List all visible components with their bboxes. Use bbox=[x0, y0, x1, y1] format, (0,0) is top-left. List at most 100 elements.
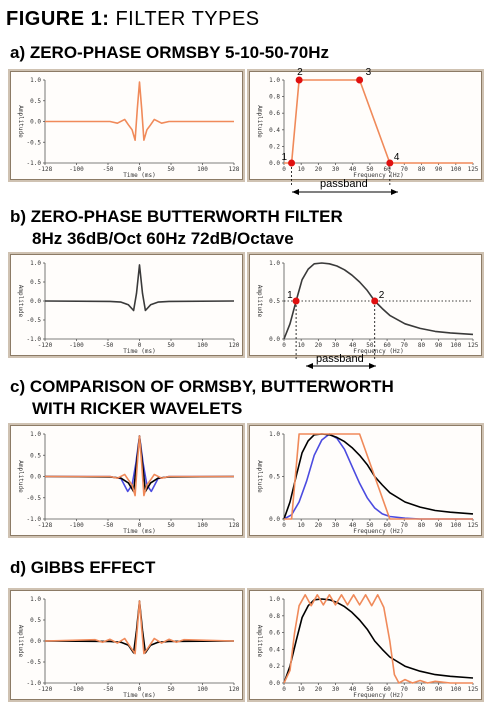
series-line-dark bbox=[44, 264, 235, 312]
y-tick-label: -1.0 bbox=[27, 680, 42, 687]
x-tick-label: -50 bbox=[103, 166, 114, 173]
x-tick-label: 40 bbox=[349, 166, 357, 173]
x-tick-label: -50 bbox=[103, 522, 114, 529]
x-tick-label: 0 bbox=[138, 342, 142, 349]
y-tick-label: 1.0 bbox=[269, 431, 280, 438]
y-tick-label: 0.8 bbox=[269, 613, 280, 620]
y-tick-label: 1.0 bbox=[30, 596, 41, 603]
x-tick-label: 50 bbox=[366, 522, 374, 529]
x-tick-label: -100 bbox=[69, 166, 84, 173]
x-tick-label: 80 bbox=[418, 342, 426, 349]
x-tick-label: 70 bbox=[401, 342, 409, 349]
y-tick-label: 0.5 bbox=[30, 452, 41, 459]
x-tick-label: 30 bbox=[332, 166, 340, 173]
x-tick-label: 70 bbox=[401, 522, 409, 529]
x-tick-label: 10 bbox=[298, 686, 306, 693]
x-tick-label: 70 bbox=[401, 166, 409, 173]
y-tick-label: 0.0 bbox=[30, 474, 41, 481]
figure-title: FIGURE 1: FILTER TYPES bbox=[6, 8, 260, 30]
corner-point-1 bbox=[288, 159, 296, 167]
series-line-orange bbox=[44, 600, 235, 655]
series-line-orange bbox=[45, 435, 234, 497]
x-tick-label: 50 bbox=[167, 342, 175, 349]
x-tick-label: 80 bbox=[418, 686, 426, 693]
y-tick-label: 0.2 bbox=[269, 663, 280, 670]
x-tick-label: 80 bbox=[418, 166, 426, 173]
y-tick-label: 0.0 bbox=[30, 638, 41, 645]
y-tick-label: 0.0 bbox=[269, 160, 280, 167]
x-tick-label: 40 bbox=[349, 522, 357, 529]
x-tick-label: 125 bbox=[468, 522, 479, 529]
x-tick-label: 40 bbox=[349, 342, 357, 349]
y-axis-label: Amplitude bbox=[256, 285, 263, 318]
section-d-heading: d) GIBBS EFFECT bbox=[10, 558, 156, 577]
x-tick-label: 40 bbox=[349, 686, 357, 693]
x-tick-label: 50 bbox=[167, 686, 175, 693]
x-tick-label: 0 bbox=[138, 166, 142, 173]
y-axis-label: Amplitude bbox=[17, 105, 24, 138]
chart-d-freq: 1.0 0.8 0.6 0.4 0.2 0.0 0 10 20 30 40 50 60 70 80 90 100… bbox=[249, 590, 482, 700]
x-tick-label: 30 bbox=[332, 686, 340, 693]
x-axis-label: Frequency (Hz) bbox=[353, 528, 404, 535]
x-tick-label: 100 bbox=[197, 686, 208, 693]
x-tick-label: -50 bbox=[103, 342, 114, 349]
x-tick-label: 30 bbox=[332, 522, 340, 529]
x-tick-label: -100 bbox=[69, 686, 84, 693]
section-c-heading: c) COMPARISON OF ORMSBY, BUTTERWORTH bbox=[10, 377, 394, 396]
x-tick-label: 90 bbox=[435, 342, 443, 349]
y-tick-label: -1.0 bbox=[27, 160, 42, 167]
x-tick-label: -100 bbox=[69, 342, 84, 349]
x-tick-label: 90 bbox=[435, 166, 443, 173]
x-tick-label: 10 bbox=[298, 522, 306, 529]
x-tick-label: 0 bbox=[282, 166, 286, 173]
x-tick-label: 80 bbox=[418, 522, 426, 529]
y-tick-label: -1.0 bbox=[27, 336, 42, 343]
x-tick-label: -50 bbox=[103, 686, 114, 693]
x-tick-label: 50 bbox=[366, 686, 374, 693]
y-tick-label: 0.5 bbox=[269, 298, 280, 305]
corner-point-label: 3 bbox=[366, 67, 372, 78]
y-axis-label: Amplitude bbox=[256, 460, 263, 493]
y-tick-label: 0.8 bbox=[269, 94, 280, 101]
x-tick-label: 125 bbox=[468, 342, 479, 349]
x-tick-label: 0 bbox=[282, 522, 286, 529]
series-line-black bbox=[283, 598, 474, 684]
x-tick-label: 50 bbox=[366, 342, 374, 349]
y-tick-label: -0.5 bbox=[27, 495, 42, 502]
y-tick-label: 0.0 bbox=[30, 298, 41, 305]
x-axis-label: Frequency (Hz) bbox=[353, 172, 404, 179]
x-tick-label: 0 bbox=[282, 342, 286, 349]
corner-point-4 bbox=[386, 159, 394, 167]
y-tick-label: -0.5 bbox=[27, 139, 42, 146]
x-tick-label: 120 bbox=[229, 686, 240, 693]
x-tick-label: 90 bbox=[435, 522, 443, 529]
series-line-orange bbox=[284, 79, 473, 164]
x-tick-label: 90 bbox=[435, 686, 443, 693]
x-tick-label: 100 bbox=[450, 342, 461, 349]
y-tick-label: 0.0 bbox=[30, 119, 41, 126]
x-tick-label: 60 bbox=[383, 522, 391, 529]
x-tick-label: 50 bbox=[167, 522, 175, 529]
section-b-subheading: 8Hz 36dB/Oct 60Hz 72dB/Octave bbox=[32, 229, 294, 248]
x-tick-label: 0 bbox=[282, 686, 286, 693]
x-tick-label: 100 bbox=[450, 522, 461, 529]
chart-a-freq: 1.0 0.8 0.6 0.4 0.2 0.0 0 10 20 30 40 50 60 70 80 90 100… bbox=[249, 67, 482, 185]
y-axis-label: Amplitude bbox=[17, 285, 24, 318]
y-tick-label: 1.0 bbox=[269, 77, 280, 84]
y-tick-label: 1.0 bbox=[30, 77, 41, 84]
section-b-heading: b) ZERO-PHASE BUTTERWORTH FILTER bbox=[10, 207, 343, 226]
series-line-orange bbox=[45, 81, 234, 141]
y-tick-label: 1.0 bbox=[269, 260, 280, 267]
y-axis-label: Amplitude bbox=[256, 625, 263, 658]
x-tick-label: 60 bbox=[383, 686, 391, 693]
corner-point-1 bbox=[292, 297, 300, 305]
y-tick-label: 0.6 bbox=[269, 630, 280, 637]
series-line-black bbox=[283, 433, 474, 520]
x-tick-label: 20 bbox=[315, 166, 323, 173]
x-tick-label: 100 bbox=[450, 686, 461, 693]
y-tick-label: 0.2 bbox=[269, 143, 280, 150]
x-axis-label: Time (ms) bbox=[123, 348, 156, 355]
x-tick-label: -120 bbox=[38, 342, 53, 349]
series-line-orange bbox=[284, 433, 473, 520]
chart-c-freq: 1.0 0.5 0.0 0 10 20 30 40 50 60 70 80 90 100 125 Freque… bbox=[249, 425, 482, 536]
